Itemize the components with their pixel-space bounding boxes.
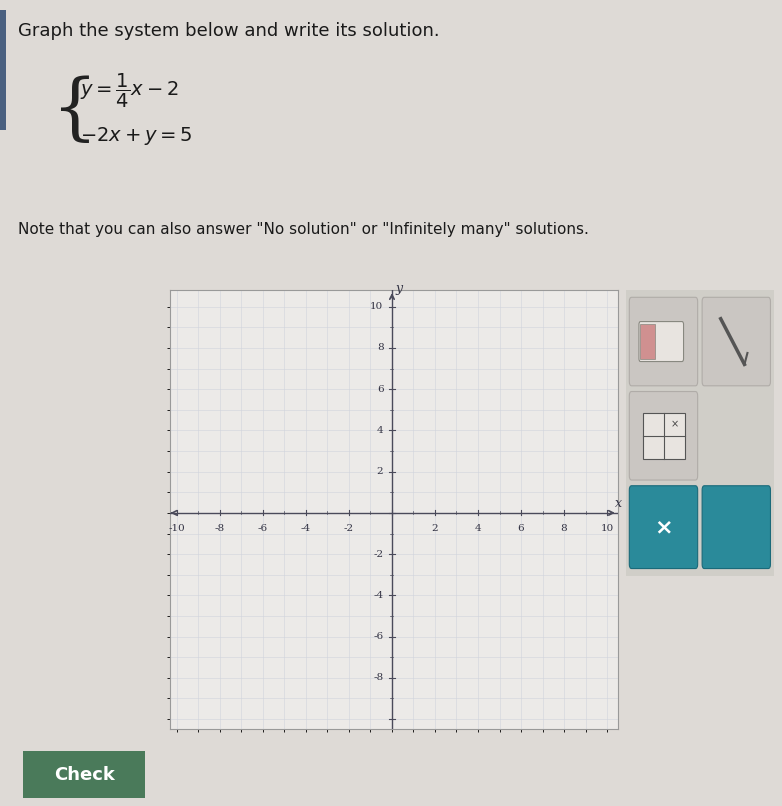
Text: 10: 10 bbox=[370, 302, 383, 311]
Bar bbox=[644, 413, 685, 459]
Text: {: { bbox=[52, 75, 98, 146]
Text: $-2x+y=5$: $-2x+y=5$ bbox=[80, 125, 192, 147]
Text: -10: -10 bbox=[169, 524, 185, 534]
Text: 2: 2 bbox=[432, 524, 438, 534]
Text: ×: × bbox=[655, 517, 673, 537]
Text: -2: -2 bbox=[344, 524, 354, 534]
Text: x: x bbox=[615, 497, 622, 510]
Bar bbox=[0, 10, 6, 130]
Text: -8: -8 bbox=[373, 673, 383, 683]
Text: -4: -4 bbox=[301, 524, 311, 534]
Text: 10: 10 bbox=[601, 524, 614, 534]
Text: 2: 2 bbox=[377, 467, 383, 476]
Text: -6: -6 bbox=[258, 524, 268, 534]
Text: 6: 6 bbox=[518, 524, 524, 534]
FancyBboxPatch shape bbox=[630, 486, 698, 568]
Text: -8: -8 bbox=[215, 524, 225, 534]
Text: 4: 4 bbox=[475, 524, 481, 534]
Text: -4: -4 bbox=[373, 591, 383, 600]
Text: 8: 8 bbox=[561, 524, 567, 534]
FancyBboxPatch shape bbox=[639, 322, 683, 362]
Bar bbox=[640, 325, 655, 359]
Text: y: y bbox=[396, 282, 403, 295]
Text: 6: 6 bbox=[377, 384, 383, 393]
FancyBboxPatch shape bbox=[630, 297, 698, 386]
FancyBboxPatch shape bbox=[624, 287, 776, 579]
FancyBboxPatch shape bbox=[702, 486, 770, 568]
Text: -6: -6 bbox=[373, 632, 383, 641]
Text: 8: 8 bbox=[377, 343, 383, 352]
FancyBboxPatch shape bbox=[16, 749, 152, 800]
FancyBboxPatch shape bbox=[702, 297, 770, 386]
Text: 4: 4 bbox=[377, 426, 383, 435]
Text: Note that you can also answer "No solution" or "Infinitely many" solutions.: Note that you can also answer "No soluti… bbox=[18, 222, 589, 237]
Text: ×: × bbox=[671, 419, 679, 430]
Text: $y=\dfrac{1}{4}x-2$: $y=\dfrac{1}{4}x-2$ bbox=[80, 72, 178, 110]
FancyBboxPatch shape bbox=[630, 392, 698, 480]
Text: -2: -2 bbox=[373, 550, 383, 559]
Text: Graph the system below and write its solution.: Graph the system below and write its sol… bbox=[18, 22, 439, 40]
Text: Check: Check bbox=[54, 766, 114, 783]
